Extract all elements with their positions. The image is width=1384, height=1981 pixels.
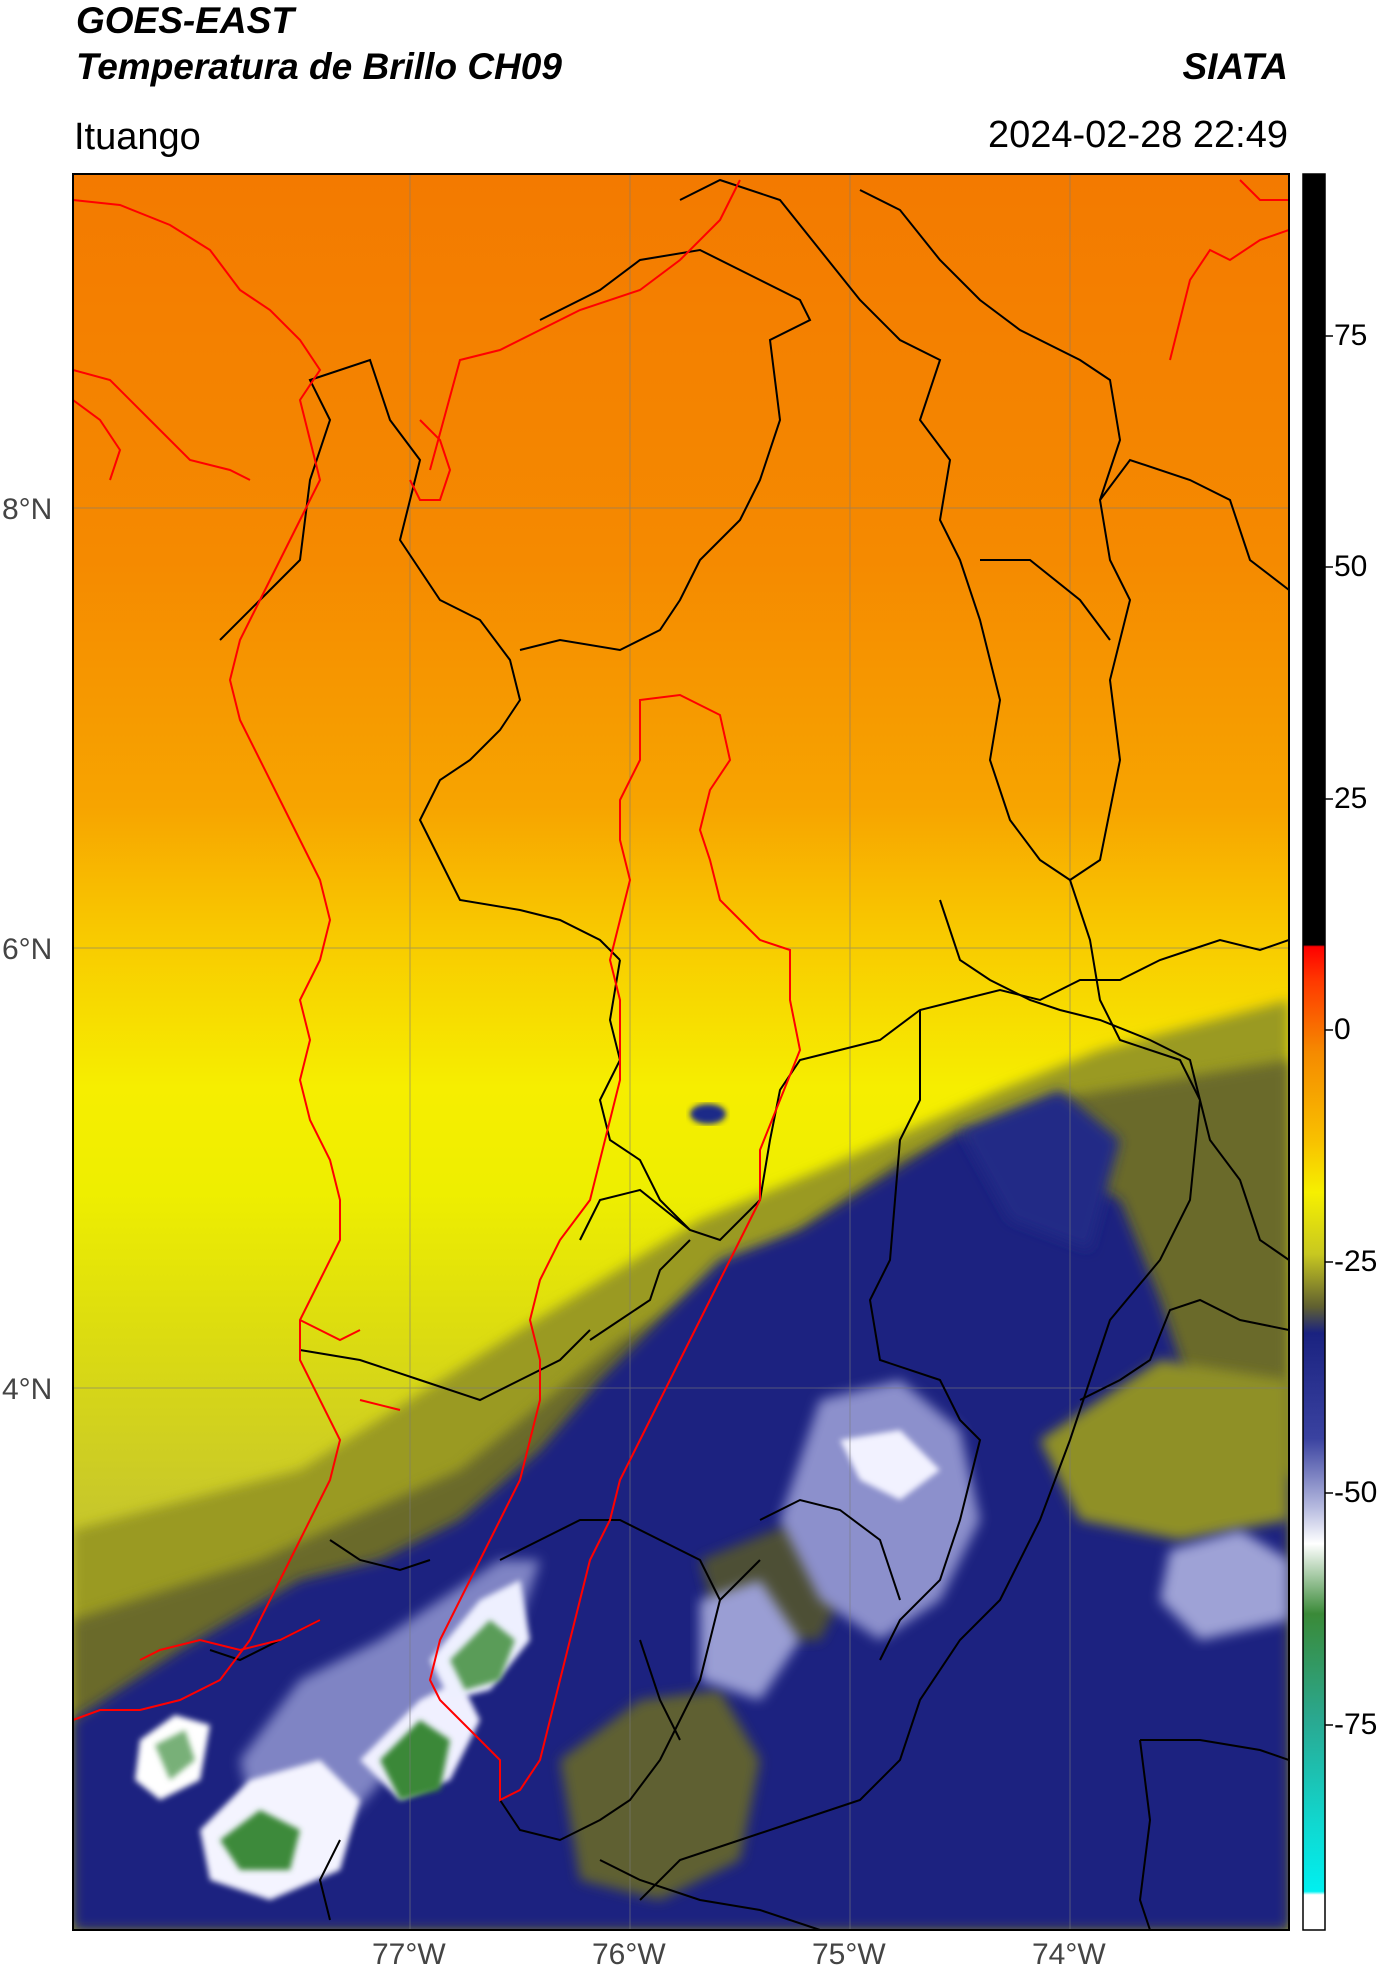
- title-line-2: Temperatura de Brillo CH09: [76, 46, 562, 87]
- datetime-label: 2024-02-28 22:49: [987, 114, 1288, 156]
- colorbar-tick-0: 0: [1334, 1013, 1351, 1046]
- lat-label-6n: 6°N: [2, 933, 53, 966]
- lon-label-75w: 75°W: [812, 1938, 886, 1971]
- lat-label-8n: 8°N: [2, 493, 53, 526]
- lon-label-74w: 74°W: [1032, 1938, 1106, 1971]
- colorbar: [1302, 173, 1326, 1931]
- colorbar-tick-50: 50: [1334, 550, 1368, 583]
- colorbar-tick-neg25: -25: [1334, 1245, 1378, 1278]
- lon-label-76w: 76°W: [592, 1938, 666, 1971]
- lon-label-77w: 77°W: [372, 1938, 446, 1971]
- colorbar-tick-75: 75: [1334, 319, 1368, 352]
- colorbar-tick-25: 25: [1334, 782, 1368, 815]
- location-label: Ituango: [74, 116, 201, 158]
- colorbar-tick-neg75: -75: [1334, 1708, 1378, 1741]
- title-line-1: GOES-EAST: [76, 0, 294, 41]
- lat-label-4n: 4°N: [2, 1373, 53, 1406]
- org-label: SIATA: [1182, 46, 1288, 87]
- colorbar-tick-neg50: -50: [1334, 1476, 1378, 1509]
